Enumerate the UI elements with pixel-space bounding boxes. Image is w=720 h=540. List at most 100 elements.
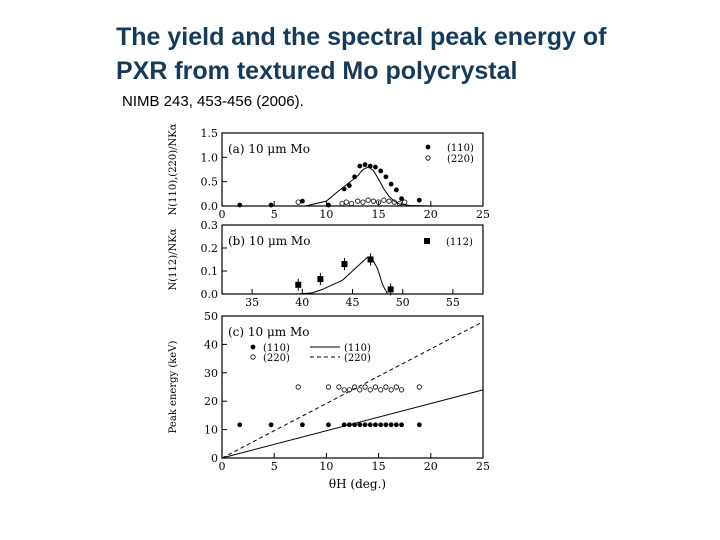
data-point-filled xyxy=(268,202,274,208)
legend-marker-open xyxy=(250,354,256,360)
x-tick-label: 5 xyxy=(271,208,278,221)
data-point-open xyxy=(348,200,355,207)
y-axis-label: Peak energy (keV) xyxy=(168,341,179,434)
data-point-filled xyxy=(378,168,384,174)
legend-label: (110) xyxy=(344,343,371,354)
y-tick-label: 0.2 xyxy=(201,242,219,255)
reference-citation: NIMB 243, 453-456 (2006). xyxy=(122,93,304,110)
y-tick-label: 0.3 xyxy=(201,219,219,232)
x-tick-label: 50 xyxy=(396,296,410,309)
y-tick-label: 0.5 xyxy=(201,176,219,189)
data-point-open xyxy=(383,384,389,390)
x-tick-label: 40 xyxy=(295,296,309,309)
y-axis-label: N(110),(220)/NKα xyxy=(168,123,179,215)
y-tick-label: 1.5 xyxy=(201,127,219,140)
x-tick-label: 15 xyxy=(372,460,386,473)
series-line xyxy=(221,321,484,459)
data-point-filled xyxy=(326,422,331,428)
data-point-filled xyxy=(393,422,399,428)
panel-3 xyxy=(221,315,484,459)
y-tick-label: 0.0 xyxy=(201,288,219,301)
slide-title: The yield and the spectral peak energy o… xyxy=(116,20,706,88)
data-point-filled xyxy=(357,163,363,169)
data-point-open xyxy=(343,199,349,205)
y-tick-label: 0 xyxy=(211,452,218,465)
data-point-filled xyxy=(373,164,378,170)
x-tick-label: 10 xyxy=(319,208,333,221)
panel-1 xyxy=(221,132,484,208)
data-point-filled xyxy=(388,422,394,428)
x-tick-label: 35 xyxy=(245,296,259,309)
y-tick-label: 0.1 xyxy=(201,265,219,278)
title-line-1: The yield and the spectral peak energy o… xyxy=(116,23,607,51)
data-point-open xyxy=(388,387,394,393)
x-tick-label: 20 xyxy=(424,460,438,473)
data-point-filled xyxy=(399,422,404,428)
y-tick-label: 40 xyxy=(204,338,218,351)
data-point-open xyxy=(398,387,405,393)
data-point-filled xyxy=(326,202,331,208)
panel-2 xyxy=(221,224,484,296)
x-tick-label: 0 xyxy=(219,208,226,221)
y-tick-label: 50 xyxy=(204,310,218,323)
data-point-open xyxy=(393,384,399,390)
data-point-square xyxy=(341,261,348,268)
data-point-filled xyxy=(237,422,243,428)
x-tick-label: 10 xyxy=(319,460,333,473)
panel-label: (c) 10 μm Mo xyxy=(228,325,310,339)
panel-frame xyxy=(221,132,484,207)
panel-frame xyxy=(221,315,484,459)
data-point-open xyxy=(381,197,387,203)
y-tick-label: 10 xyxy=(204,424,218,437)
series-line xyxy=(221,389,484,459)
data-point-filled xyxy=(362,162,368,168)
data-point-filled xyxy=(383,174,389,180)
data-point-filled xyxy=(362,422,368,428)
data-point-filled xyxy=(393,187,399,193)
series-line xyxy=(222,166,483,207)
y-tick-label: 30 xyxy=(204,367,218,380)
data-point-filled xyxy=(299,422,305,428)
data-point-filled xyxy=(357,422,363,428)
x-tick-label: 0 xyxy=(219,460,226,473)
legend-label: (220) xyxy=(263,353,290,364)
data-point-open xyxy=(396,200,403,207)
data-point-filled xyxy=(383,422,389,428)
data-point-open xyxy=(339,200,345,207)
data-point-open xyxy=(362,384,368,390)
data-point-open xyxy=(386,198,392,204)
x-tick-label: 25 xyxy=(476,460,490,473)
data-point-open xyxy=(365,197,371,203)
data-point-square xyxy=(317,276,324,283)
data-point-open xyxy=(416,384,422,390)
data-point-square xyxy=(367,256,374,263)
legend-label: (110) xyxy=(263,343,290,354)
x-tick-label: 15 xyxy=(372,208,386,221)
data-point-open xyxy=(341,387,347,393)
x-axis-label: θH (deg.) xyxy=(329,477,386,491)
data-point-filled xyxy=(416,422,422,428)
y-tick-label: 20 xyxy=(204,395,218,408)
x-tick-label: 5 xyxy=(271,460,278,473)
data-point-open xyxy=(402,199,408,205)
y-axis-label: N(112)/NKα xyxy=(168,228,179,290)
data-point-filled xyxy=(416,197,422,203)
x-tick-label: 45 xyxy=(346,296,360,309)
y-tick-label: 1.0 xyxy=(201,151,219,164)
y-tick-label: 0.0 xyxy=(201,200,219,213)
legend-label: (220) xyxy=(344,353,371,364)
series-line xyxy=(297,256,389,295)
data-point-open xyxy=(295,384,301,390)
data-point-open xyxy=(360,199,366,205)
data-point-filled xyxy=(352,174,357,180)
data-point-open xyxy=(372,384,379,390)
legend-label: (112) xyxy=(446,237,473,248)
data-point-filled xyxy=(367,422,373,428)
data-point-open xyxy=(367,387,373,393)
data-point-open xyxy=(325,384,332,390)
data-point-filled xyxy=(399,196,404,202)
legend-label: (220) xyxy=(447,154,474,165)
legend-marker-filled xyxy=(425,144,431,150)
data-point-open xyxy=(355,198,361,204)
